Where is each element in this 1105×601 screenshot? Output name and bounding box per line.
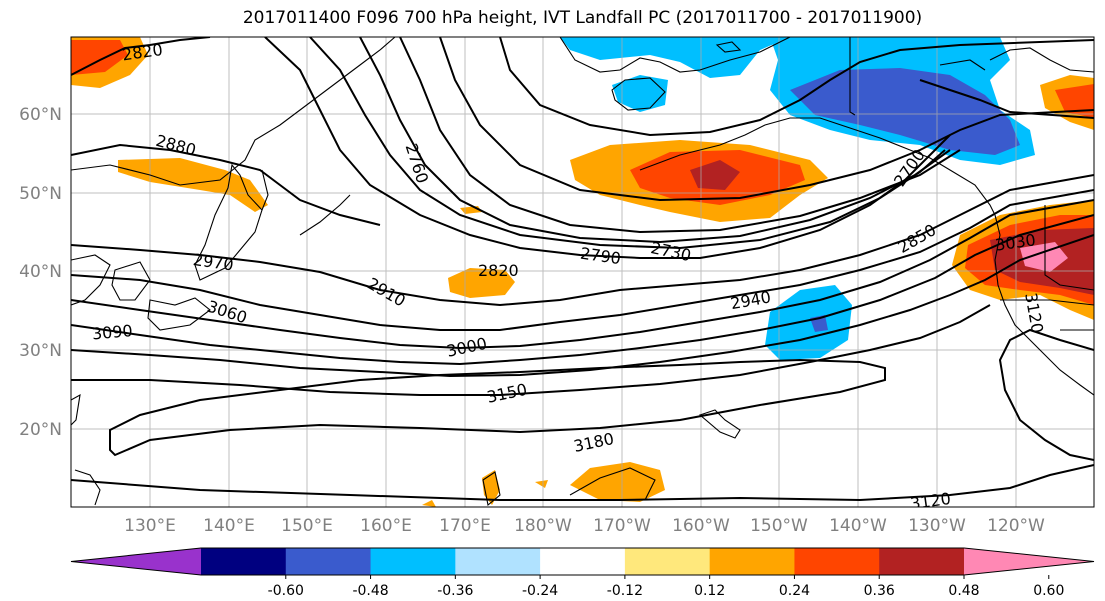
lon-label: 150°E bbox=[281, 516, 333, 536]
height-contours bbox=[71, 37, 1094, 502]
colorbar-tick-label: -0.60 bbox=[268, 583, 304, 599]
lon-label: 150°W bbox=[750, 516, 808, 536]
colorbar-extend-high bbox=[964, 548, 1094, 575]
colorbar-swatch bbox=[370, 548, 456, 575]
lat-label-60n: 60°N bbox=[19, 105, 62, 125]
lon-label: 160°W bbox=[672, 516, 730, 536]
colorbar-tick-label: 0.12 bbox=[694, 583, 725, 599]
lon-label: 170°E bbox=[439, 516, 491, 536]
colorbar-tick-label: -0.48 bbox=[352, 583, 388, 599]
colorbar-swatch bbox=[794, 548, 880, 575]
map-title: 2017011400 F096 700 hPa height, IVT Land… bbox=[242, 8, 923, 28]
lat-label-30n: 30°N bbox=[19, 341, 62, 361]
lat-label-40n: 40°N bbox=[19, 262, 62, 282]
map-plot-area: 2820 2880 2760 2700 2850 3030 3120 2970 … bbox=[71, 37, 1094, 513]
contour-label: 3120 bbox=[909, 489, 952, 513]
colorbar-tick-label: 0.36 bbox=[864, 583, 895, 599]
longitude-labels: 130°E 140°E 150°E 160°E 170°E 180°W 170°… bbox=[124, 516, 1045, 536]
lon-label: 170°W bbox=[593, 516, 651, 536]
colorbar: -0.60 -0.48 -0.36 -0.24 -0.12 0.12 0.24 0.36 0.4… bbox=[70, 547, 1095, 599]
lat-label-20n: 20°N bbox=[19, 420, 62, 440]
colorbar-tick-label: -0.12 bbox=[607, 583, 643, 599]
contour-label: 2820 bbox=[478, 261, 519, 280]
colorbar-tick-label: -0.24 bbox=[522, 583, 558, 599]
colorbar-swatch bbox=[285, 548, 372, 575]
lon-label: 140°W bbox=[829, 516, 887, 536]
coastlines bbox=[71, 37, 1094, 507]
colorbar-swatch bbox=[624, 548, 711, 575]
colorbar-tick-label: 0.60 bbox=[1033, 583, 1064, 599]
colorbar-tick-label: 0.48 bbox=[948, 583, 979, 599]
latitude-labels: 60°N 50°N 40°N 30°N 20°N bbox=[19, 105, 62, 440]
colorbar-swatch bbox=[879, 548, 965, 575]
colorbar-swatch bbox=[709, 548, 795, 575]
lon-label: 120°W bbox=[987, 516, 1045, 536]
lon-label: 130°W bbox=[908, 516, 966, 536]
colorbar-tick-label: 0.24 bbox=[779, 583, 810, 599]
ivt-shading bbox=[71, 37, 1094, 507]
colorbar-outline bbox=[70, 547, 1095, 576]
lon-label: 140°E bbox=[203, 516, 255, 536]
colorbar-extend-low bbox=[71, 548, 201, 575]
lat-label-50n: 50°N bbox=[19, 184, 62, 204]
colorbar-swatch bbox=[201, 548, 287, 575]
lon-label: 160°E bbox=[360, 516, 412, 536]
map-frame bbox=[70, 36, 1095, 508]
colorbar-tick-label: -0.36 bbox=[437, 583, 473, 599]
lon-label: 130°E bbox=[124, 516, 176, 536]
lon-label: 180°W bbox=[514, 516, 572, 536]
contour-label: 3090 bbox=[91, 321, 133, 343]
colorbar-swatch bbox=[455, 548, 541, 575]
colorbar-swatch bbox=[540, 548, 626, 575]
